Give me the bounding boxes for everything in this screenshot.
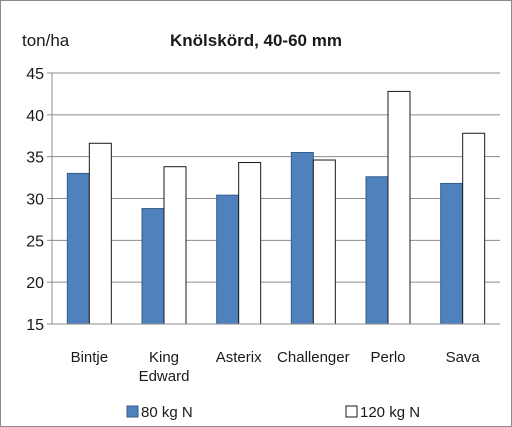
y-tick-label: 15 (26, 317, 44, 334)
legend-swatch (126, 405, 139, 418)
legend: 80 kg N 120 kg N (126, 404, 420, 421)
legend-label: 120 kg N (360, 404, 420, 421)
bar (462, 132, 486, 325)
bar (216, 194, 240, 325)
bar (290, 151, 314, 325)
x-tick-label-line: Perlo (370, 349, 405, 366)
x-tick-label: Perlo (370, 349, 405, 366)
bar (440, 182, 464, 325)
bar-series (66, 90, 486, 325)
x-tick-label-line: Asterix (216, 349, 262, 366)
legend-label: 80 kg N (141, 404, 193, 421)
x-tick-label-line: Challenger (277, 349, 350, 366)
y-tick-label: 25 (26, 233, 44, 250)
bar (365, 176, 389, 325)
x-tick-label-line: Sava (446, 349, 481, 366)
axes (51, 73, 500, 325)
x-tick-label: Sava (446, 349, 481, 366)
y-tick-label: 20 (26, 275, 44, 292)
bar (66, 172, 90, 325)
bar (141, 208, 165, 325)
bar (163, 166, 187, 325)
x-tick-label: King Edward (139, 349, 190, 385)
x-tick-label-line: King (149, 349, 179, 366)
y-tick-label: 30 (26, 192, 44, 209)
x-tick-labels: Bintje King Edward Asterix Challenger Perlo Sa… (71, 349, 481, 385)
y-tick-label: 35 (26, 150, 44, 167)
x-tick-label: Challenger (277, 349, 350, 366)
gridlines (47, 72, 500, 325)
bar (312, 159, 336, 325)
x-tick-label-line: Bintje (71, 349, 109, 366)
x-tick-label: Asterix (216, 349, 262, 366)
bar (88, 142, 112, 325)
y-tick-label: 45 (26, 66, 44, 83)
chart-title: Knölskörd, 40-60 mm (170, 31, 342, 50)
y-tick-labels: 15 20 25 30 35 40 45 (26, 66, 44, 334)
legend-swatch (345, 405, 358, 418)
x-tick-label: Bintje (71, 349, 109, 366)
y-axis-label: ton/ha (22, 31, 70, 50)
bar (238, 162, 262, 325)
x-tick-label-line: Edward (139, 368, 190, 385)
y-tick-label: 40 (26, 108, 44, 125)
bar (387, 90, 411, 325)
